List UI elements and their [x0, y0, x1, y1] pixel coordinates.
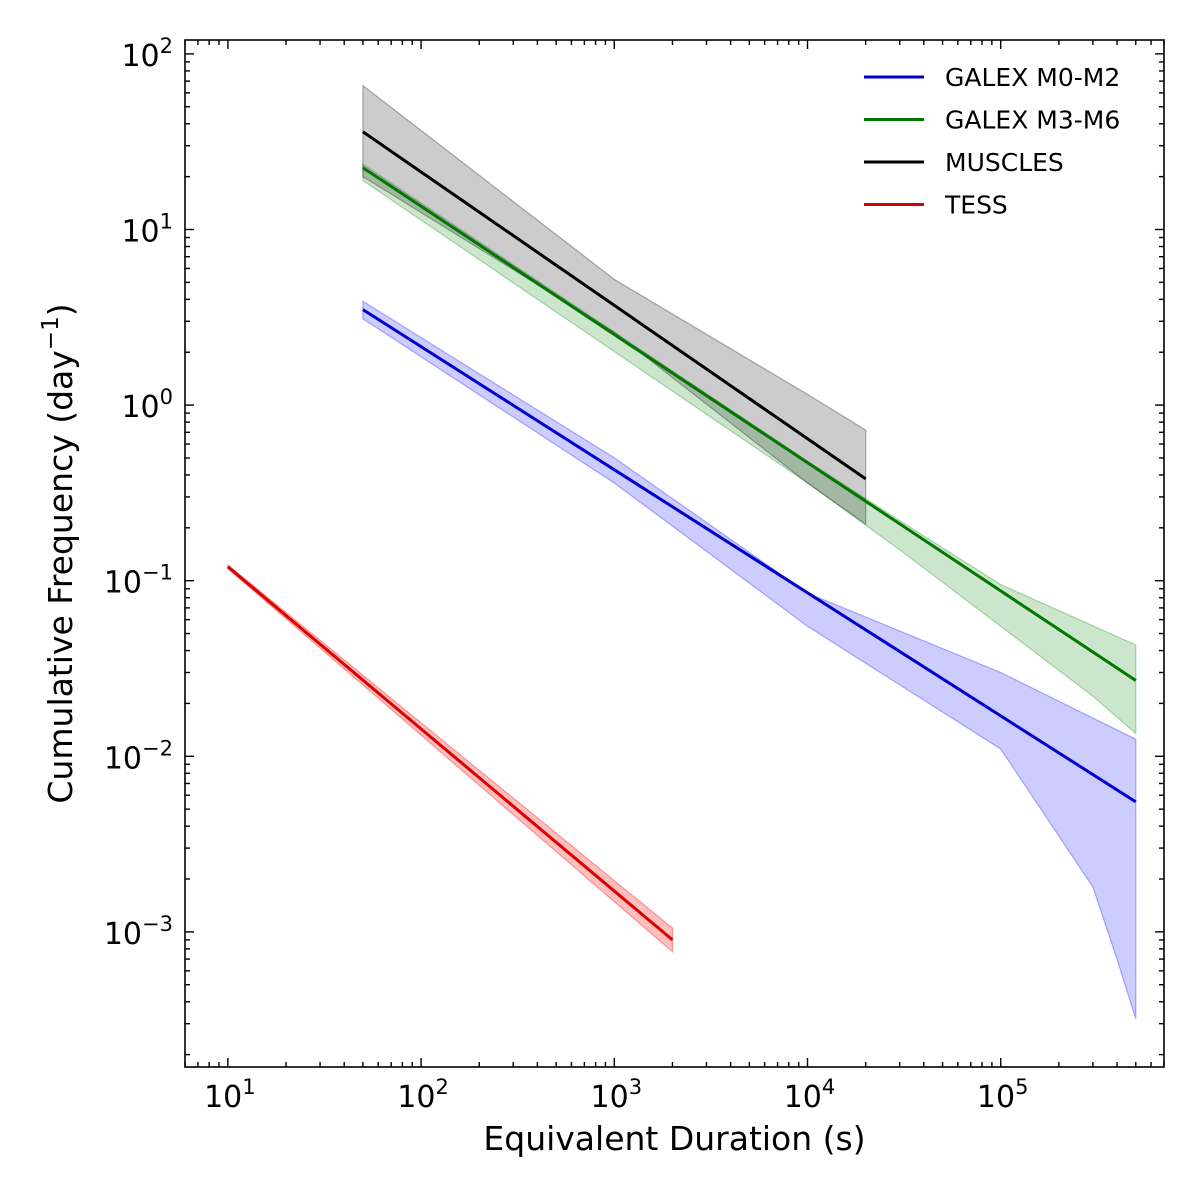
- axis-ticks: [184, 40, 1165, 1067]
- y-axis-label: Cumulative Frequency (day−1): [38, 303, 80, 803]
- y-tick-label: 10−2: [104, 736, 173, 776]
- series-lines: [226, 130, 1137, 942]
- x-axis-label: Equivalent Duration (s): [483, 1119, 865, 1158]
- y-tick-label: 101: [121, 209, 173, 249]
- legend-label-tess: TESS: [944, 191, 1008, 220]
- x-tick-label: 104: [784, 1075, 836, 1115]
- x-tick-label: 102: [397, 1075, 449, 1115]
- line-galex-m0-m2: [362, 308, 1137, 804]
- x-tick-labels: 101 102 103 104 105: [204, 1075, 1028, 1115]
- legend-label-galex-m3-m6: GALEX M3-M6: [945, 106, 1120, 135]
- line-galex-m3-m6: [362, 166, 1137, 682]
- y-axis-label-main: Cumulative Frequency (day: [41, 350, 80, 803]
- y-tick-label: 102: [121, 34, 173, 74]
- legend-label-galex-m0-m2: GALEX M0-M2: [945, 63, 1120, 92]
- y-axis-label-superscript: −1: [38, 316, 64, 350]
- plot-frame: [184, 39, 1165, 1068]
- line-muscles: [362, 130, 867, 481]
- x-tick-label: 101: [204, 1075, 256, 1115]
- y-tick-label: 10−3: [104, 912, 173, 952]
- y-tick-label: 10−1: [104, 561, 173, 601]
- legend: GALEX M0-M2 GALEX M3-M6 MUSCLES TESS: [864, 63, 1120, 220]
- legend-label-muscles: MUSCLES: [945, 148, 1064, 177]
- band-galex-m3-m6: [362, 163, 1137, 735]
- line-tess: [226, 565, 674, 942]
- y-tick-labels: 10−3 10−2 10−1 100 101 102: [104, 34, 173, 952]
- y-axis-label-tail: ): [41, 303, 80, 316]
- x-tick-label: 103: [591, 1075, 643, 1115]
- x-tick-label: 105: [977, 1075, 1029, 1115]
- y-tick-label: 100: [121, 385, 173, 425]
